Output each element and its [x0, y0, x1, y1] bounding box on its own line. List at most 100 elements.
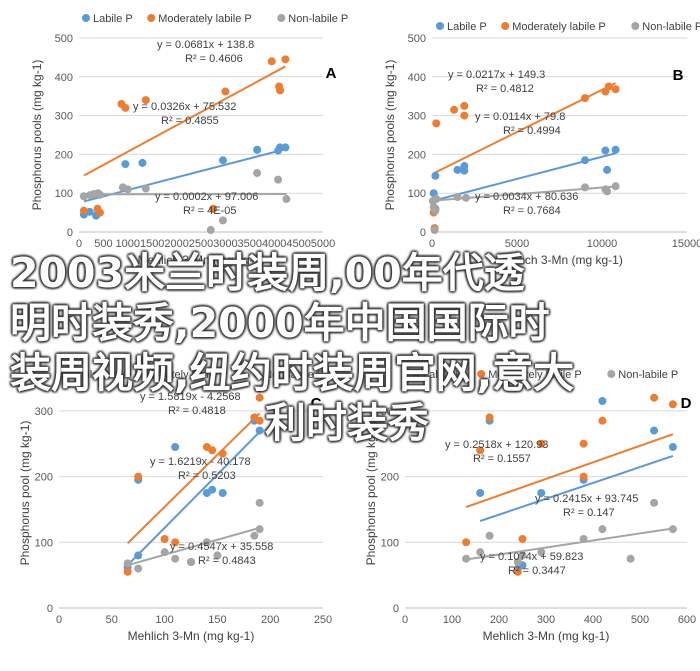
data-point-labile [476, 489, 485, 497]
data-point-moderate [255, 416, 264, 425]
y-tick-label: 0 [47, 603, 53, 615]
legend-marker-nonlabile [607, 370, 616, 378]
data-point-labile [171, 443, 180, 451]
data-point-labile [431, 171, 440, 180]
panel-label: D [681, 395, 692, 412]
data-point-nonlabile [255, 525, 264, 534]
trend-equation: y = 1.5819x - 4.2568 [140, 391, 241, 403]
trendline-moderate [126, 412, 261, 544]
chart-panel-d: 0 100 200 300 0 100 200 300 400 500 600 Mehlich 3-M… [364, 369, 696, 643]
chart-panel-c: 0 100 200 300 0 50 100 150 200 250 Mehlich 3-Mn (m… [18, 369, 332, 643]
x-tick-label: 1500 [140, 238, 164, 250]
data-point-nonlabile [598, 525, 607, 534]
y-tick-label: 100 [381, 537, 399, 549]
data-point-nonlabile [123, 185, 132, 194]
legend-label-labile: Labile P [93, 13, 133, 25]
data-point-nonlabile [431, 206, 440, 215]
trend-equation: y = 0.2518x + 120.93 [445, 439, 548, 451]
data-point-moderate [485, 413, 494, 422]
data-point-moderate [462, 538, 471, 547]
y-tick-label: 400 [408, 72, 426, 84]
data-point-labile [460, 162, 469, 171]
trend-r-squared: R² = 0.5203 [178, 470, 236, 482]
trend-r-squared: R² = 0.4843 [198, 555, 256, 567]
x-tick-label: 4000 [262, 238, 286, 250]
legend-label-nonlabile: Non-labile P [264, 369, 324, 381]
data-point-nonlabile [581, 183, 589, 192]
x-tick-label: 200 [490, 614, 508, 626]
x-tick-label: 10000 [587, 238, 618, 250]
legend-marker-moderate [501, 22, 510, 30]
x-tick-label: 2000 [164, 238, 188, 250]
trend-equation: y = 1.6219x - 40.178 [150, 456, 251, 468]
data-point-moderate [476, 446, 485, 455]
legend-label-nonlabile: Non-labile P [618, 369, 678, 381]
legend-marker-labile [412, 370, 420, 378]
x-tick-label: 250 [314, 614, 332, 626]
x-tick-label: 0 [429, 238, 435, 250]
y-tick-label: 200 [381, 472, 399, 484]
y-tick-label: 0 [420, 227, 426, 239]
data-point-nonlabile [453, 193, 462, 202]
data-point-nonlabile [650, 498, 659, 507]
data-point-labile [581, 156, 589, 165]
data-point-nonlabile [274, 175, 283, 184]
trend-r-squared: R² = 0.4855 [161, 115, 219, 127]
data-point-labile [134, 551, 143, 560]
overlay-line-2: 明时装秀,2000年中国国际时 [10, 299, 550, 347]
data-point-moderate [218, 449, 227, 458]
data-point-labile [601, 146, 610, 155]
data-point-nonlabile [171, 554, 180, 563]
trendline-moderate [83, 65, 286, 177]
legend-marker-nonlabile [631, 22, 640, 30]
data-point-nonlabile [160, 548, 169, 557]
legend-marker-nonlabile [277, 14, 286, 22]
x-tick-label: 2500 [189, 238, 213, 250]
data-point-moderate [208, 446, 217, 455]
x-axis-title: Mehlich 3-Mn (mg kg-1) [496, 253, 623, 267]
x-tick-label: 100 [155, 614, 173, 626]
data-point-moderate [581, 94, 589, 103]
overlay-line-4: 利时装秀 [265, 399, 429, 447]
data-point-nonlabile [430, 226, 439, 235]
legend-marker-moderate [147, 14, 156, 22]
data-point-labile [453, 165, 462, 174]
data-point-nonlabile [485, 531, 494, 540]
data-point-nonlabile [611, 182, 620, 191]
data-point-labile [668, 443, 677, 451]
data-point-labile [218, 156, 227, 165]
x-axis-title: Mehlich 3-Mn (mg kg-1) [138, 253, 265, 267]
data-point-moderate [513, 567, 522, 576]
y-axis-title: Phosphorus pool (mg kg-1) [364, 421, 378, 566]
data-point-nonlabile [95, 190, 104, 199]
legend-label-labile: Labile P [69, 369, 109, 381]
data-point-moderate [160, 535, 169, 543]
data-point-moderate [432, 119, 441, 128]
data-point-labile [598, 397, 607, 405]
legend-label-nonlabile: Non-labile P [642, 21, 700, 33]
data-point-nonlabile [253, 169, 262, 178]
data-point-moderate [134, 472, 143, 481]
x-tick-label: 600 [678, 614, 696, 626]
data-point-nonlabile [206, 226, 215, 235]
x-tick-label: 400 [584, 614, 602, 626]
panel-label: A [326, 65, 337, 82]
trendline-labile [126, 431, 261, 566]
data-point-labile [650, 426, 659, 435]
legend-marker-labile [82, 14, 90, 22]
trend-r-squared: R² = 0.7684 [503, 205, 561, 217]
data-point-nonlabile [202, 538, 211, 547]
data-point-nonlabile [626, 554, 635, 563]
data-point-moderate [123, 567, 132, 576]
y-tick-label: 500 [55, 33, 73, 45]
trendline-nonlabile [127, 526, 260, 567]
legend-marker-moderate [477, 370, 486, 378]
trend-r-squared: R² = 0.4812 [476, 83, 534, 95]
trend-equation: y = 0.1074x + 59.823 [480, 551, 583, 563]
x-tick-label: 200 [261, 614, 279, 626]
data-point-moderate [79, 206, 88, 215]
data-point-moderate [255, 393, 264, 402]
legend-label-labile: Labile P [447, 21, 487, 33]
data-point-labile [603, 165, 612, 174]
